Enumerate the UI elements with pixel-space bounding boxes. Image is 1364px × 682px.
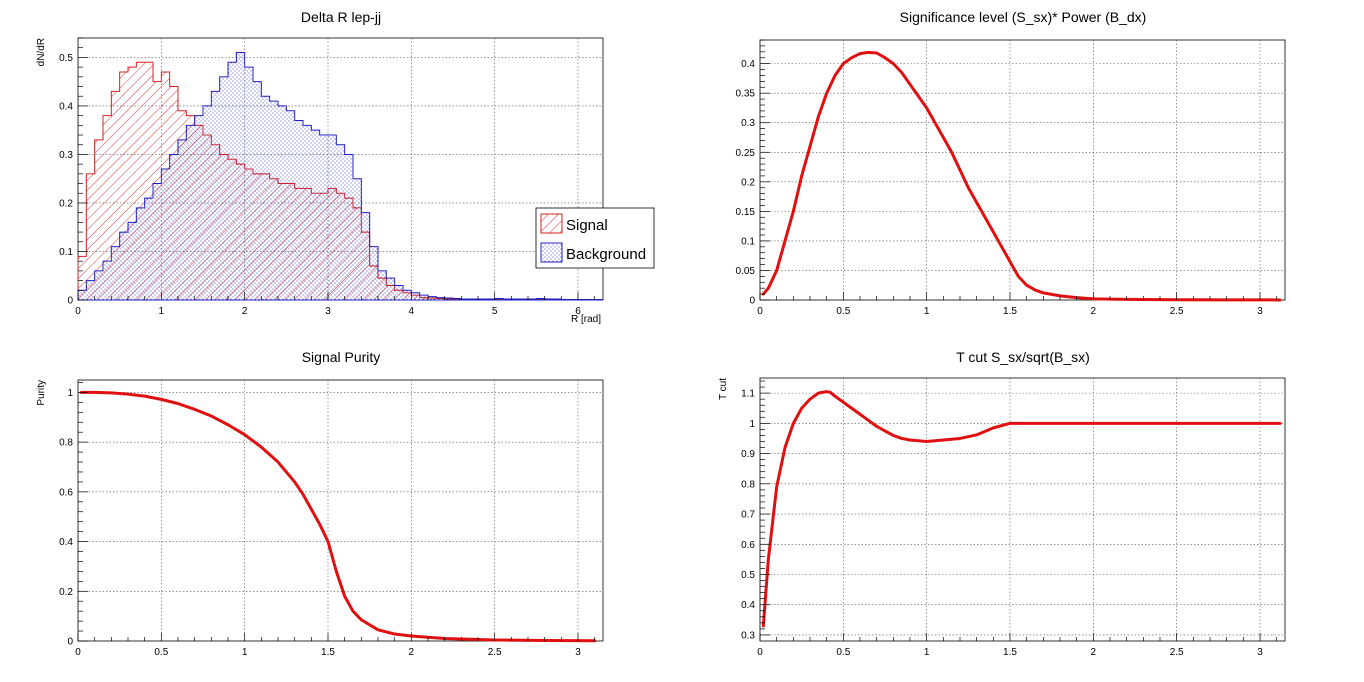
x-tick-label-5: 2.5 [488, 647, 502, 658]
y-tick-label-4: 0.7 [741, 510, 755, 521]
x-tick-label-6: 3 [1257, 647, 1263, 658]
t-cut-y-label: T cut [718, 378, 729, 400]
purity-plot-frame [77, 379, 604, 642]
curve-line-3 [761, 390, 1282, 628]
y-tick-label-0: 0 [67, 637, 73, 648]
legend-swatch-background [540, 242, 563, 263]
x-tick-label-0: 0 [757, 647, 763, 658]
x-tick-label-0: 0 [75, 647, 81, 658]
t-cut-panel: T cut S_sx/sqrt(B_sx) 0 0.5 1 1.5 2 2.5 3 0.30… [718, 349, 1286, 658]
y-tick-label-2: 0.5 [741, 570, 755, 581]
x-tick-label-5: 5 [492, 306, 498, 317]
legend-label-background: Background [566, 246, 646, 263]
x-tick-label-5: 2.5 [1170, 647, 1184, 658]
y-tick-label-3: 0.6 [741, 540, 755, 551]
t-cut-x-axis: 0 0.5 1 1.5 2 2.5 3 [757, 633, 1278, 658]
y-tick-label-5: 1 [67, 388, 73, 399]
x-tick-label-4: 2 [1091, 306, 1097, 317]
y-tick-label-7: 0.35 [736, 89, 756, 100]
y-tick-label-3: 0.6 [59, 487, 73, 498]
legend-swatch-signal [540, 213, 563, 234]
delta-r-x-label: R [rad] [571, 314, 601, 325]
x-tick-label-2: 2 [242, 306, 248, 317]
significance-x-axis: 0 0.5 1 1.5 2 2.5 3 [757, 292, 1278, 317]
t-cut-title: T cut S_sx/sqrt(B_sx) [956, 349, 1090, 365]
y-tick-label-4: 0.2 [741, 177, 755, 188]
x-tick-label-1: 0.5 [836, 306, 850, 317]
x-tick-label-1: 1 [159, 306, 165, 317]
x-tick-label-4: 4 [409, 306, 415, 317]
t-cut-grid [760, 378, 1285, 641]
y-tick-label-5: 0.5 [59, 53, 73, 64]
y-tick-label-1: 0.1 [59, 247, 73, 258]
x-tick-label-6: 3 [1257, 306, 1263, 317]
t-cut-series-group [761, 390, 1282, 628]
x-tick-label-4: 2 [409, 647, 415, 658]
y-tick-label-5: 0.25 [736, 148, 756, 159]
x-tick-label-1: 0.5 [154, 647, 168, 658]
curve-line-1 [761, 50, 1282, 302]
y-tick-label-1: 0.2 [59, 587, 73, 598]
x-tick-label-6: 6 [575, 306, 581, 317]
significance-series-group [761, 50, 1282, 302]
purity-y-label: Purity [36, 380, 47, 406]
y-tick-label-7: 1 [749, 419, 755, 430]
y-tick-label-1: 0.05 [736, 266, 756, 277]
significance-y-axis: 0 0.05 0.1 0.15 0.2 0.25 0.3 0.35 0.4 [736, 39, 770, 307]
purity-series-group [79, 390, 597, 643]
y-tick-label-1: 0.4 [741, 600, 755, 611]
y-tick-label-2: 0.1 [741, 236, 755, 247]
y-tick-label-3: 0.15 [736, 207, 756, 218]
delta-r-y-label: dN/dR [36, 38, 47, 66]
legend-label-signal: Signal [566, 217, 608, 234]
x-tick-label-3: 1.5 [1003, 647, 1017, 658]
y-tick-label-0: 0 [67, 296, 73, 307]
delta-r-title: Delta R lep-jj [301, 9, 381, 25]
significance-plot-frame [759, 39, 1286, 301]
x-tick-label-0: 0 [75, 306, 81, 317]
x-tick-label-3: 1.5 [321, 647, 335, 658]
t-cut-plot-frame [759, 377, 1286, 642]
x-tick-label-5: 2.5 [1170, 306, 1184, 317]
delta-r-legend: Signal Background [535, 207, 655, 269]
x-tick-label-3: 1.5 [1003, 306, 1017, 317]
significance-title: Significance level (S_sx)* Power (B_dx) [900, 9, 1147, 25]
y-tick-label-6: 0.9 [741, 449, 755, 460]
y-tick-label-8: 1.1 [741, 389, 755, 400]
y-tick-label-2: 0.4 [59, 537, 73, 548]
significance-power-panel: Significance level (S_sx)* Power (B_dx) … [736, 9, 1286, 317]
y-tick-label-0: 0 [749, 296, 755, 307]
x-tick-label-2: 1 [242, 647, 248, 658]
significance-grid [760, 40, 1285, 300]
purity-title: Signal Purity [302, 349, 381, 365]
delta-r-series-group [77, 52, 604, 301]
y-tick-label-2: 0.2 [59, 198, 73, 209]
t-cut-y-axis: 0.3 0.4 0.5 0.6 0.7 0.8 0.9 1 1.1 [741, 380, 770, 641]
y-tick-label-0: 0.3 [741, 630, 755, 641]
purity-x-axis: 0 0.5 1 1.5 2 2.5 3 [75, 633, 596, 658]
x-tick-label-0: 0 [757, 306, 763, 317]
y-tick-label-3: 0.3 [59, 150, 73, 161]
x-tick-label-2: 1 [924, 306, 930, 317]
x-tick-label-4: 2 [1091, 647, 1097, 658]
delta-r-y-axis: 0 0.1 0.2 0.3 0.4 0.5 [59, 37, 88, 307]
x-tick-label-2: 1 [924, 647, 930, 658]
purity-grid [78, 380, 603, 641]
curve-line-2 [79, 390, 597, 643]
x-tick-label-6: 3 [575, 647, 581, 658]
y-tick-label-6: 0.3 [741, 118, 755, 129]
purity-y-axis: 0 0.2 0.4 0.6 0.8 1 [59, 382, 88, 648]
delta-r-x-axis: 0 1 2 3 4 5 6 [75, 292, 596, 317]
y-tick-label-8: 0.4 [741, 59, 755, 70]
y-tick-label-4: 0.4 [59, 101, 73, 112]
y-tick-label-4: 0.8 [59, 438, 73, 449]
x-tick-label-1: 0.5 [836, 647, 850, 658]
x-tick-label-3: 3 [325, 306, 331, 317]
y-tick-label-5: 0.8 [741, 479, 755, 490]
signal-purity-panel: Signal Purity 0 0.5 1 1.5 2 2.5 3 0 0.2 0.4 0.6 0.… [36, 349, 604, 658]
